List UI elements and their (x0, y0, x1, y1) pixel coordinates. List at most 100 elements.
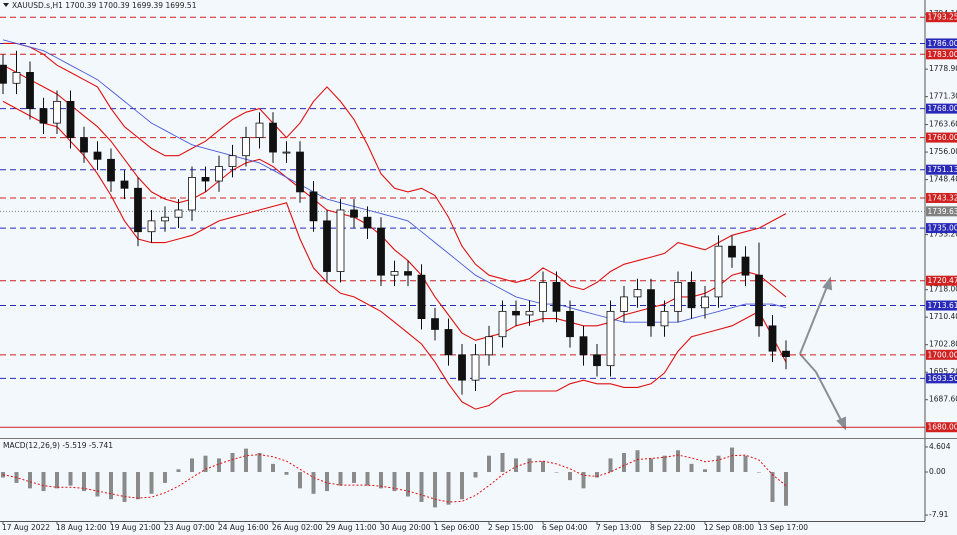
arrow-head (822, 276, 833, 291)
y-tick-label: 1687.60 (929, 395, 957, 404)
macd-bar (338, 472, 343, 486)
macd-bar (581, 472, 586, 489)
y-tick-label: 1756.00 (929, 147, 957, 156)
candle-body (377, 227, 385, 276)
level-label: 1735.00 (926, 223, 957, 234)
macd-bar (514, 458, 518, 473)
candle-body (755, 274, 763, 327)
macd-bar (419, 472, 424, 502)
macd-bar (487, 455, 491, 473)
macd-bar (217, 458, 221, 473)
candle-body (12, 72, 21, 84)
candle-body (701, 296, 709, 309)
indicator-line (2, 100, 787, 410)
candle-body (579, 336, 588, 356)
candle-body (80, 137, 88, 153)
level-label-text: 1793.25 (928, 13, 957, 22)
macd-bar (95, 472, 100, 497)
candle-body (633, 289, 642, 298)
candle-body (269, 122, 277, 153)
candle-body (93, 151, 102, 160)
level-label-text: 1739.63 (928, 207, 957, 216)
candle-body (296, 151, 304, 193)
level-label: 1783.00 (926, 49, 957, 60)
level-label: 1720.47 (926, 275, 957, 286)
macd-bar (136, 472, 140, 500)
macd-bar (325, 472, 329, 492)
candle-body (53, 100, 61, 124)
y-tick-label: 1748.40 (929, 175, 957, 184)
macd-bar (82, 472, 86, 492)
level-label-text: 1743.32 (928, 193, 957, 202)
x-tick-label: 26 Aug 02:00 (272, 523, 323, 532)
y-tick-label: 1695.20 (929, 367, 957, 376)
macd-bar (473, 472, 478, 478)
level-label: 1743.32 (926, 192, 957, 203)
indicator-line (3, 42, 787, 291)
x-tick-label: 24 Aug 16:00 (218, 523, 269, 532)
level-label-box (926, 223, 957, 234)
macd-bar (676, 450, 680, 473)
macd-bar (298, 472, 302, 489)
macd-bar (770, 472, 775, 502)
macd-bar (149, 472, 154, 494)
macd-bar (527, 458, 532, 473)
candle-body (188, 177, 196, 211)
level-label-box (926, 12, 957, 23)
x-tick-label: 2 Sep 15:00 (488, 523, 534, 532)
macd-bar (41, 472, 46, 492)
arrow-up (799, 283, 829, 355)
macd-bar (230, 452, 235, 473)
macd-bar (203, 455, 208, 473)
level-label: 1793.25 (926, 12, 957, 23)
macd-bar (568, 472, 572, 481)
x-tick-label: 29 Aug 11:00 (326, 523, 377, 532)
candle-body (498, 310, 507, 338)
level-label-text: 1751.13 (928, 165, 957, 174)
macd-bar (190, 458, 194, 473)
macd-bar (433, 472, 437, 508)
macd-bar (460, 472, 464, 500)
x-tick-label: 23 Aug 07:00 (164, 523, 215, 532)
macd-bar (352, 472, 356, 483)
y-tick-label: -7.91 (929, 510, 949, 519)
level-label-text: 1720.47 (928, 276, 957, 285)
candle-body (593, 354, 601, 367)
y-tick-label: 1733.20 (929, 230, 957, 239)
candle-body (458, 354, 466, 381)
level-label-box (926, 422, 957, 433)
candle-body (174, 209, 183, 218)
candle-body (282, 151, 291, 154)
level-label-box (926, 373, 957, 384)
level-label-box (926, 300, 957, 311)
candle-body (215, 166, 223, 182)
candle-body (444, 329, 453, 356)
macd-bar (109, 472, 113, 500)
candle-body (228, 155, 237, 167)
level-label-text: 1693.50 (928, 374, 957, 383)
level-label: 1713.61 (926, 300, 957, 311)
candle-body (768, 325, 777, 352)
macd-bar (622, 452, 626, 473)
candle-body (782, 350, 790, 357)
level-label: 1786.00 (926, 38, 957, 49)
candle-body (512, 310, 520, 316)
level-label-text: 1700.00 (928, 350, 957, 359)
level-label-text: 1768.00 (928, 104, 957, 113)
macd-bar (68, 472, 73, 486)
candle-body (390, 271, 399, 276)
candle-body (620, 296, 628, 312)
macd-bar (649, 458, 653, 473)
candle-body (107, 158, 115, 182)
level-label-text: 1680.00 (928, 423, 957, 432)
candle-body (741, 256, 750, 276)
level-label-text: 1713.61 (928, 301, 957, 310)
candle-body (552, 282, 561, 312)
macd-bar (284, 472, 289, 475)
level-label-box (926, 192, 957, 203)
drawn-arrows (799, 276, 846, 431)
candle-body (350, 209, 358, 218)
arrow-down (815, 371, 843, 423)
